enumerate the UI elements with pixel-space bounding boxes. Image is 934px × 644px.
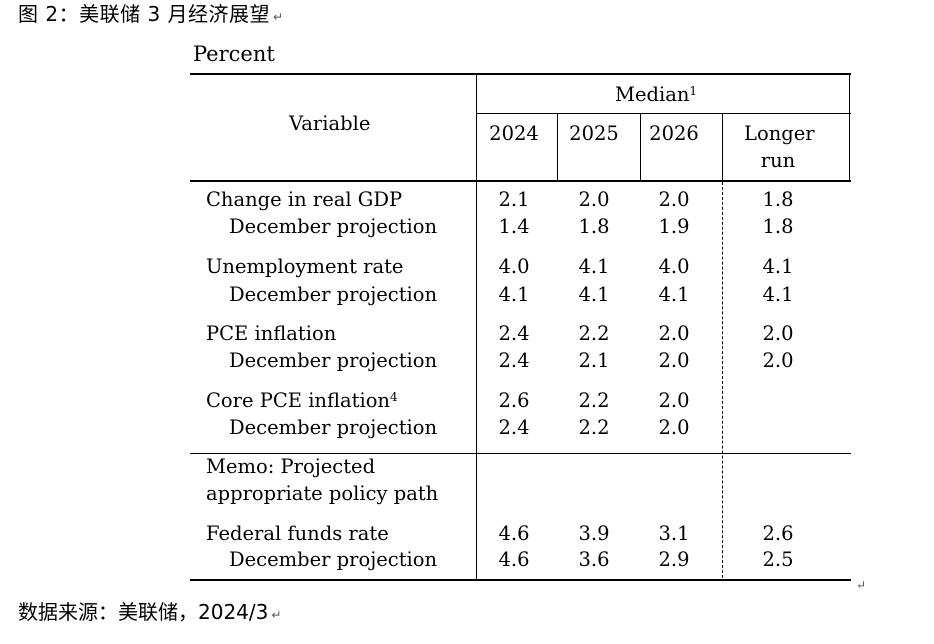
cell: 4.1	[578, 283, 610, 306]
longer-run-header-2: run	[760, 149, 796, 172]
cell: 2.6	[498, 389, 530, 412]
source-note: 数据来源：美联储，2024/3 ↵	[18, 600, 282, 624]
row-label: Federal funds rate	[206, 522, 389, 545]
cell: 1.4	[498, 215, 530, 238]
cell: 2.2	[578, 416, 610, 439]
cell: 2.0	[658, 349, 690, 372]
row-label: December projection	[229, 548, 438, 571]
cell: 1.8	[762, 215, 794, 238]
cell: 4.0	[658, 255, 690, 278]
memo-label-line2: appropriate policy path	[206, 482, 439, 505]
unit-label: Percent	[193, 42, 275, 66]
cell: 4.1	[658, 283, 690, 306]
cell: 2.0	[658, 322, 690, 345]
header-bottom-rule	[190, 180, 851, 182]
paragraph-mark-icon: ↵	[856, 578, 867, 592]
col-2024-divider	[557, 113, 558, 181]
variable-header: Variable	[289, 112, 371, 135]
cell: 3.6	[578, 548, 610, 571]
row-label: PCE inflation	[206, 322, 337, 345]
cell: 4.6	[498, 522, 530, 545]
row-label: Core PCE inflation4	[206, 389, 398, 412]
cell: 2.9	[658, 548, 690, 571]
row-label: Unemployment rate	[206, 255, 404, 278]
cell: 2.4	[498, 349, 530, 372]
year-2024-header: 2024	[489, 122, 539, 145]
table-top-rule	[190, 73, 851, 75]
row-label: Change in real GDP	[206, 188, 403, 211]
cell: 4.6	[498, 548, 530, 571]
cell: 4.1	[762, 283, 794, 306]
cell: 2.0	[658, 416, 690, 439]
cell: 2.0	[762, 349, 794, 372]
cell: 4.1	[578, 255, 610, 278]
paragraph-mark-icon: ↵	[273, 10, 284, 24]
cell: 3.9	[578, 522, 610, 545]
cell: 2.5	[762, 548, 794, 571]
figure-caption: 图 2：美联储 3 月经济展望 ↵	[18, 2, 284, 26]
cell: 2.4	[498, 416, 530, 439]
year-2026-header: 2026	[649, 122, 699, 145]
cell: 3.1	[658, 522, 690, 545]
col-2025-divider	[640, 113, 641, 181]
year-2025-header: 2025	[569, 122, 619, 145]
cell: 1.8	[762, 188, 794, 211]
cell: 2.2	[578, 389, 610, 412]
longer-run-header: Longer	[744, 122, 815, 145]
longer-run-dashed-divider	[722, 182, 723, 578]
row-label: December projection	[229, 215, 438, 238]
memo-label-line1: Memo: Projected	[206, 455, 376, 478]
cell: 2.1	[578, 349, 610, 372]
cell: 4.0	[498, 255, 530, 278]
cell: 4.1	[498, 283, 530, 306]
cell: 2.0	[658, 188, 690, 211]
paragraph-mark-icon: ↵	[271, 608, 282, 622]
cell: 4.1	[762, 255, 794, 278]
cell: 2.0	[578, 188, 610, 211]
row-label: December projection	[229, 283, 438, 306]
cell: 2.6	[762, 522, 794, 545]
col-2026-divider	[722, 113, 723, 181]
cell: 2.0	[762, 322, 794, 345]
cell: 1.9	[658, 215, 690, 238]
memo-rule	[190, 453, 851, 454]
table-bottom-rule	[190, 579, 851, 581]
cell: 2.1	[498, 188, 530, 211]
cell: 2.4	[498, 322, 530, 345]
row-label: December projection	[229, 416, 438, 439]
right-border	[849, 73, 850, 181]
cell: 2.0	[658, 389, 690, 412]
variable-divider	[476, 73, 477, 581]
median-header: Median1	[615, 83, 698, 106]
cell: 1.8	[578, 215, 610, 238]
median-underline	[477, 113, 851, 114]
row-label: December projection	[229, 349, 438, 372]
cell: 2.2	[578, 322, 610, 345]
